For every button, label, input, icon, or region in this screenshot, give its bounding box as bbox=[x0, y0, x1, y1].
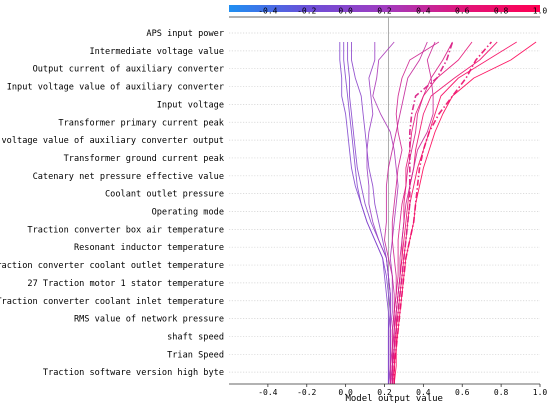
x-tick-label: 0.8 bbox=[494, 388, 509, 397]
decision-line bbox=[384, 41, 428, 385]
feature-label: Traction converter coolant outlet temper… bbox=[0, 261, 224, 271]
feature-label: Traction software version high byte bbox=[43, 368, 224, 378]
feature-label: Intermediate voltage value bbox=[89, 47, 224, 57]
x-tick-label: 0.0 bbox=[338, 388, 353, 397]
decision-line bbox=[391, 41, 454, 384]
colorbar-tick-label: 0.8 bbox=[494, 7, 509, 16]
colorbar-tick-label: 0.6 bbox=[455, 7, 470, 16]
feature-label: Operating mode bbox=[152, 208, 224, 218]
feature-label: 27 Traction motor 1 stator temperature bbox=[27, 279, 224, 289]
feature-label: shaft speed bbox=[167, 332, 224, 342]
decision-line bbox=[391, 41, 436, 384]
feature-label: 3AC voltage value of auxiliary converter… bbox=[0, 136, 224, 146]
x-axis-title: Model output value bbox=[345, 394, 443, 404]
colorbar-gradient bbox=[229, 5, 540, 12]
decision-line bbox=[389, 41, 440, 384]
x-tick-label: -0.2 bbox=[297, 388, 316, 397]
colorbar-tick-label: 1.0 bbox=[533, 7, 548, 16]
x-tick-label: 0.4 bbox=[416, 388, 431, 397]
feature-label: Input voltage bbox=[157, 100, 224, 110]
feature-label: Coolant outlet pressure bbox=[105, 190, 224, 200]
colorbar-tick-label: 0.4 bbox=[416, 7, 431, 16]
colorbar-tick-label: 0.0 bbox=[338, 7, 353, 16]
decision-lines bbox=[339, 41, 537, 385]
colorbar: -0.4 -0.2 0.0 0.2 0.4 0.6 0.8 1.0 bbox=[229, 5, 548, 18]
feature-label: Traction converter coolant inlet tempera… bbox=[0, 297, 224, 307]
colorbar-tick-label: -0.2 bbox=[297, 7, 316, 16]
feature-label: Transformer primary current peak bbox=[58, 118, 224, 128]
decision-line bbox=[343, 42, 389, 384]
feature-label: Catenary net pressure effective value bbox=[33, 172, 224, 182]
feature-gridlines bbox=[229, 32, 540, 373]
decision-line bbox=[347, 42, 391, 384]
feature-label: Transformer ground current peak bbox=[64, 154, 225, 164]
decision-line bbox=[393, 41, 537, 385]
decision-line bbox=[372, 41, 399, 384]
feature-labels: APS input power Intermediate voltage valu… bbox=[0, 29, 225, 378]
colorbar-tick-label: 0.2 bbox=[377, 7, 392, 16]
feature-label: Resonant inductor temperature bbox=[74, 243, 224, 253]
feature-label: RMS value of network pressure bbox=[74, 315, 224, 325]
feature-label: Trian Speed bbox=[167, 350, 224, 360]
feature-label: APS input power bbox=[146, 29, 224, 39]
x-tick-label: 0.6 bbox=[455, 388, 470, 397]
colorbar-tick-label: -0.4 bbox=[258, 7, 277, 16]
x-tick-label: 0.2 bbox=[377, 388, 392, 397]
x-tick-label: 1.0 bbox=[533, 388, 548, 397]
x-tick-label: -0.4 bbox=[258, 388, 277, 397]
feature-label: Input voltage value of auxiliary convert… bbox=[7, 83, 224, 93]
feature-label: Output current of auxiliary converter bbox=[33, 65, 224, 75]
x-axis: -0.4 -0.2 0.0 0.2 0.4 0.6 0.8 1.0 Model output v… bbox=[229, 383, 548, 404]
feature-label: Traction converter box air temperature bbox=[27, 225, 224, 235]
